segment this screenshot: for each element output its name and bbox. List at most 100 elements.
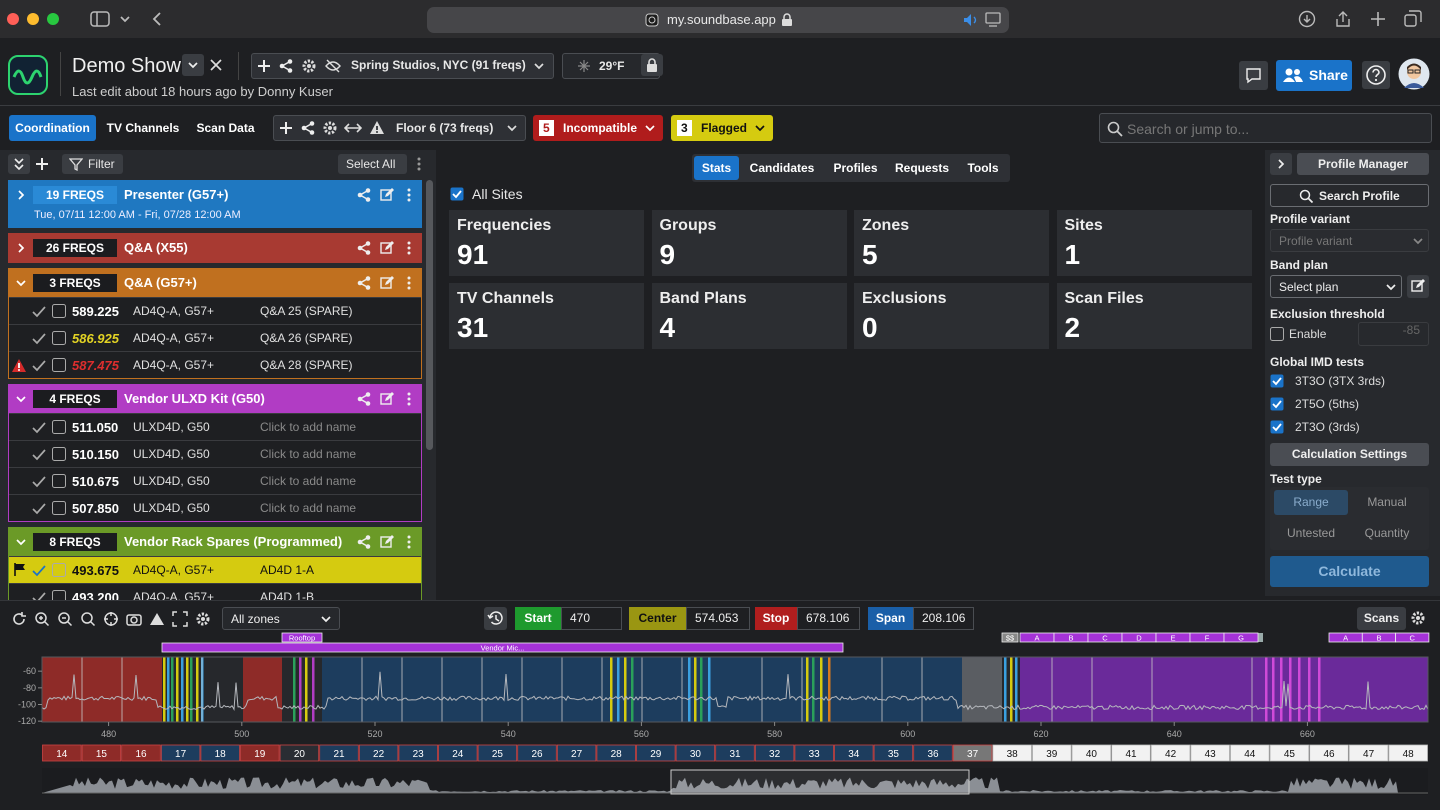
row-checkbox[interactable] — [52, 447, 66, 461]
range-value[interactable]: 470 — [561, 607, 622, 630]
threshold-input[interactable]: -85 — [1358, 322, 1429, 346]
test-type-option[interactable]: Quantity — [1364, 526, 1410, 540]
group-header[interactable]: 3 FREQS Q&A (G57+) — [9, 269, 421, 297]
frequency-row[interactable]: 510.150 ULXD4D, G50 Click to add name — [9, 440, 421, 467]
share-group[interactable] — [356, 275, 372, 291]
test-type-option[interactable]: Manual — [1367, 495, 1407, 509]
view-tab[interactable]: TV Channels — [106, 121, 180, 135]
group-header[interactable]: 26 FREQS Q&A (X55) — [9, 234, 421, 262]
frequency-row[interactable]: 587.475 AD4Q-A, G57+ Q&A 28 (SPARE) — [9, 351, 421, 378]
select-all-button[interactable]: Select All — [338, 154, 407, 174]
expand-toggle[interactable] — [14, 276, 28, 290]
spectrum-tool[interactable] — [149, 611, 165, 627]
floor-select[interactable]: Floor 6 (73 freqs) — [388, 116, 525, 140]
range-value[interactable]: 574.053 — [686, 607, 750, 630]
show-menu[interactable] — [182, 54, 204, 76]
stats-tab[interactable]: Candidates — [749, 161, 815, 175]
share-group[interactable] — [356, 391, 372, 407]
stats-tab[interactable]: Stats — [694, 156, 739, 180]
browser-tool[interactable] — [1369, 10, 1387, 28]
frequency-row[interactable]: 493.200 AD4Q-A, G57+ AD4D 1-B — [9, 583, 421, 600]
app-logo[interactable] — [8, 55, 48, 95]
add-group[interactable] — [34, 156, 50, 172]
frequency-row[interactable]: 511.050 ULXD4D, G50 Click to add name — [9, 413, 421, 440]
share-floor[interactable] — [300, 120, 316, 136]
frequency-row[interactable]: 586.925 AD4Q-A, G57+ Q&A 26 (SPARE) — [9, 324, 421, 351]
back-button[interactable] — [150, 11, 164, 27]
test-type-option[interactable]: Untested — [1286, 526, 1336, 540]
search-box[interactable]: Search or jump to... — [1099, 113, 1432, 143]
floor-settings[interactable] — [322, 120, 338, 136]
reader-icon[interactable] — [985, 12, 1001, 28]
row-checkbox[interactable] — [52, 304, 66, 318]
frequency-row[interactable]: 493.675 AD4Q-A, G57+ AD4D 1-A — [9, 556, 421, 583]
frequency-row[interactable]: 510.675 ULXD4D, G50 Click to add name — [9, 467, 421, 494]
window-button[interactable] — [7, 13, 19, 25]
band-plan-select[interactable]: Select plan — [1270, 275, 1402, 298]
scan-settings[interactable] — [1410, 610, 1426, 626]
calculation-settings-button[interactable]: Calculation Settings — [1270, 443, 1429, 466]
group-menu[interactable] — [406, 187, 412, 203]
browser-tool[interactable] — [1404, 10, 1422, 28]
edit-group[interactable] — [379, 187, 395, 203]
imd-checkbox[interactable] — [1270, 397, 1284, 411]
calculate-button[interactable]: Calculate — [1270, 556, 1429, 587]
url-bar[interactable]: my.soundbase.app — [427, 7, 1009, 33]
add-floor[interactable] — [278, 120, 294, 136]
range-value[interactable]: 208.106 — [913, 607, 974, 630]
spectrum-tool[interactable] — [172, 611, 188, 627]
group-menu[interactable] — [406, 275, 412, 291]
group-header[interactable]: 19 FREQS Presenter (G57+) Tue, 07/11 12:00… — [9, 181, 421, 227]
edit-group[interactable] — [379, 534, 395, 550]
user-avatar[interactable] — [1398, 58, 1430, 90]
expand-toggle[interactable] — [14, 241, 28, 255]
window-button[interactable] — [27, 13, 39, 25]
spectrum-tool[interactable] — [103, 611, 119, 627]
scrollbar[interactable] — [426, 180, 433, 450]
row-checkbox[interactable] — [52, 358, 66, 372]
group-menu[interactable] — [406, 534, 412, 550]
stats-tab[interactable]: Tools — [967, 161, 999, 175]
floor-warnings[interactable] — [369, 120, 385, 136]
edit-group[interactable] — [379, 240, 395, 256]
edit-group[interactable] — [379, 275, 395, 291]
row-checkbox[interactable] — [52, 331, 66, 345]
overview-window[interactable] — [670, 769, 970, 795]
sidebar-icon[interactable] — [90, 11, 110, 27]
browser-tool[interactable] — [1298, 10, 1316, 28]
share-venue[interactable] — [278, 58, 294, 74]
share-button[interactable]: Share — [1276, 60, 1352, 91]
reset-range[interactable] — [484, 607, 507, 630]
test-type-option[interactable]: Range — [1274, 490, 1348, 515]
row-checkbox[interactable] — [52, 563, 66, 577]
stats-tab[interactable]: Profiles — [833, 161, 878, 175]
group-menu[interactable] — [406, 240, 412, 256]
row-checkbox[interactable] — [52, 590, 66, 600]
help-button[interactable] — [1362, 61, 1390, 89]
spectrum-tool[interactable] — [34, 611, 50, 627]
expand-toggle[interactable] — [14, 392, 28, 406]
group-menu[interactable] — [406, 391, 412, 407]
spectrum-tool[interactable] — [80, 611, 96, 627]
profile-variant-select[interactable]: Profile variant — [1270, 229, 1429, 252]
spectrum-tool[interactable] — [126, 611, 142, 627]
spectrum-tool[interactable] — [11, 611, 27, 627]
filter-button[interactable]: Filter — [62, 154, 123, 174]
group-header[interactable]: 4 FREQS Vendor ULXD Kit (G50) — [9, 385, 421, 413]
profile-manager-button[interactable]: Profile Manager — [1297, 153, 1429, 175]
sidebar-menu[interactable] — [118, 12, 132, 26]
close-show[interactable] — [208, 57, 224, 73]
flagged-filter[interactable]: 3 Flagged — [671, 115, 773, 141]
hide-venue[interactable] — [325, 58, 341, 74]
venue-select[interactable]: Spring Studios, NYC (91 freqs) — [344, 54, 553, 78]
row-checkbox[interactable] — [52, 501, 66, 515]
spectrum-plot[interactable]: Rooftop Vendor Mic... $$ A B C D E F G A B C -60 -80 -1… — [0, 630, 1440, 810]
row-checkbox[interactable] — [52, 474, 66, 488]
audio-icon[interactable] — [963, 13, 979, 27]
spectrum-tool[interactable] — [57, 611, 73, 627]
share-group[interactable] — [356, 240, 372, 256]
venue-settings[interactable] — [301, 58, 317, 74]
group-header[interactable]: 8 FREQS Vendor Rack Spares (Programmed) — [9, 528, 421, 556]
range-value[interactable]: 678.106 — [797, 607, 860, 630]
spectrum-tool[interactable] — [195, 611, 211, 627]
